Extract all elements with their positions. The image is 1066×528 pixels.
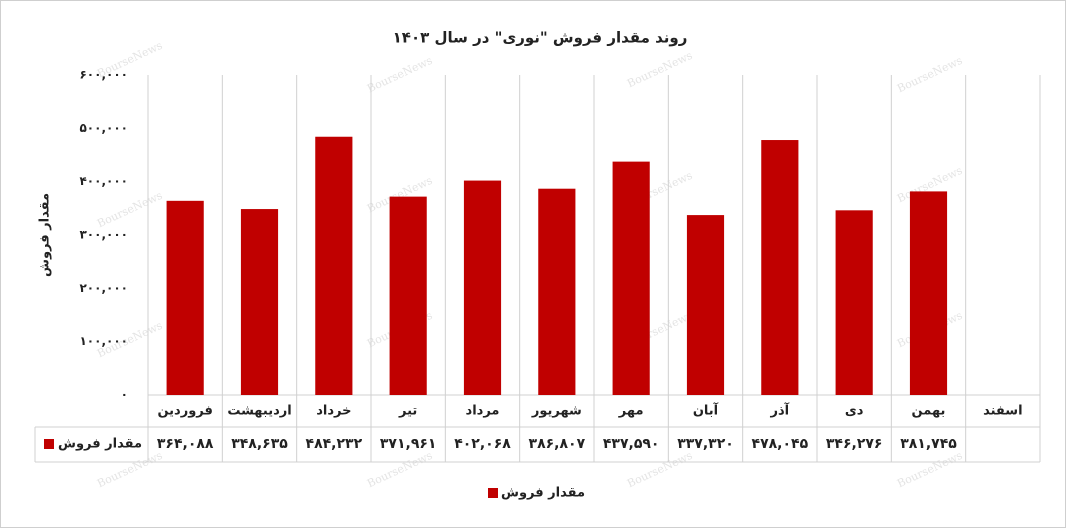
y-tick-label: ۰ bbox=[121, 388, 128, 402]
table-value: ۳۸۱,۷۴۵ bbox=[900, 436, 957, 452]
table-value: ۴۳۷,۵۹۰ bbox=[603, 436, 660, 452]
x-tick-label: مهر bbox=[618, 404, 644, 419]
x-tick-label: فروردین bbox=[157, 404, 212, 419]
y-tick-label: ۱۰۰,۰۰۰ bbox=[79, 334, 128, 348]
table-value: ۳۳۷,۳۲۰ bbox=[677, 436, 734, 452]
x-tick-label: تیر bbox=[398, 404, 417, 419]
chart-title: روند مقدار فروش "نوری" در سال ۱۴۰۳ bbox=[393, 29, 688, 47]
table-series-name: مقدار فروش bbox=[58, 437, 142, 452]
bar bbox=[389, 196, 427, 395]
legend-label: مقدار فروش bbox=[501, 486, 585, 501]
table-value: ۴۰۲,۰۶۸ bbox=[454, 436, 511, 452]
legend-swatch bbox=[488, 488, 498, 498]
table-value: ۳۸۶,۸۰۷ bbox=[529, 436, 586, 452]
bar bbox=[612, 161, 650, 395]
bar bbox=[315, 136, 353, 396]
x-tick-label: خرداد bbox=[316, 404, 351, 419]
x-tick-label: شهریور bbox=[531, 404, 582, 419]
bar bbox=[240, 209, 279, 395]
table-value: ۳۶۴,۰۸۸ bbox=[157, 436, 214, 452]
table-value: ۳۴۶,۲۷۶ bbox=[826, 436, 883, 452]
table-value: ۳۴۸,۶۳۵ bbox=[231, 436, 288, 452]
bar bbox=[538, 188, 576, 395]
y-tick-label: ۳۰۰,۰۰۰ bbox=[79, 228, 128, 242]
y-tick-label: ۵۰۰,۰۰۰ bbox=[79, 121, 128, 135]
x-tick-label: آذر bbox=[770, 402, 790, 419]
bar bbox=[761, 140, 799, 395]
legend-swatch bbox=[44, 439, 54, 449]
x-tick-label: بهمن bbox=[912, 404, 946, 419]
bar bbox=[835, 210, 873, 395]
x-tick-label: اسفند bbox=[983, 404, 1022, 419]
y-tick-label: ۴۰۰,۰۰۰ bbox=[79, 174, 128, 188]
table-value: ۴۷۸,۰۴۵ bbox=[752, 436, 809, 452]
x-tick-label: اردیبهشت bbox=[227, 404, 291, 419]
bar bbox=[909, 191, 948, 395]
x-tick-label: دی bbox=[845, 404, 864, 419]
x-tick-label: مرداد bbox=[466, 404, 500, 419]
y-axis-title: مقدار فروش bbox=[38, 193, 53, 277]
table-value: ۳۷۱,۹۶۱ bbox=[380, 436, 437, 452]
bar bbox=[166, 200, 204, 395]
y-tick-label: ۶۰۰,۰۰۰ bbox=[79, 68, 128, 82]
bar bbox=[463, 180, 502, 395]
x-tick-label: آبان bbox=[693, 402, 719, 419]
bar bbox=[686, 215, 725, 395]
y-tick-label: ۲۰۰,۰۰۰ bbox=[79, 281, 128, 295]
table-value: ۴۸۴,۲۳۲ bbox=[306, 436, 363, 452]
